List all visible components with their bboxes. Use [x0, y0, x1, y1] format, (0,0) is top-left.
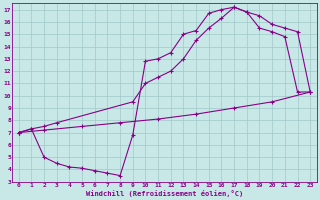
X-axis label: Windchill (Refroidissement éolien,°C): Windchill (Refroidissement éolien,°C): [86, 190, 243, 197]
